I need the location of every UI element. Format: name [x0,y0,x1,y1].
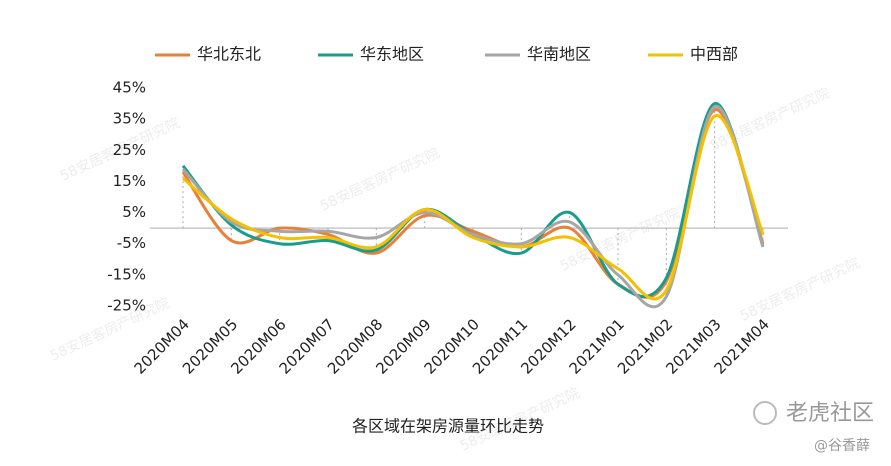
y-tick-label: -15% [107,265,146,283]
y-tick-label: 5% [122,203,146,221]
footer-icon [753,401,777,425]
series-line [181,102,765,299]
y-tick-label: 25% [113,141,146,159]
chart-title: 各区域在架房源量环比走势 [352,417,544,436]
y-tick-label: 35% [113,110,146,128]
y-tick-label: -5% [117,234,146,252]
series-line [182,114,765,301]
y-tick-label: 15% [113,172,146,190]
legend-label: 华北东北 [197,45,261,64]
legend-label: 中西部 [690,45,738,64]
y-tick-label: 45% [113,79,146,97]
legend-label: 华南地区 [527,45,591,64]
y-tick-label: -25% [107,297,146,315]
legend-label: 华东地区 [360,45,424,64]
footer-author: @谷香薛 [814,438,870,454]
footer-site: 老虎社区 [786,401,874,426]
watermark: 58安居客房产研究院 [737,254,862,324]
watermark: 58安居客房产研究院 [317,144,442,214]
